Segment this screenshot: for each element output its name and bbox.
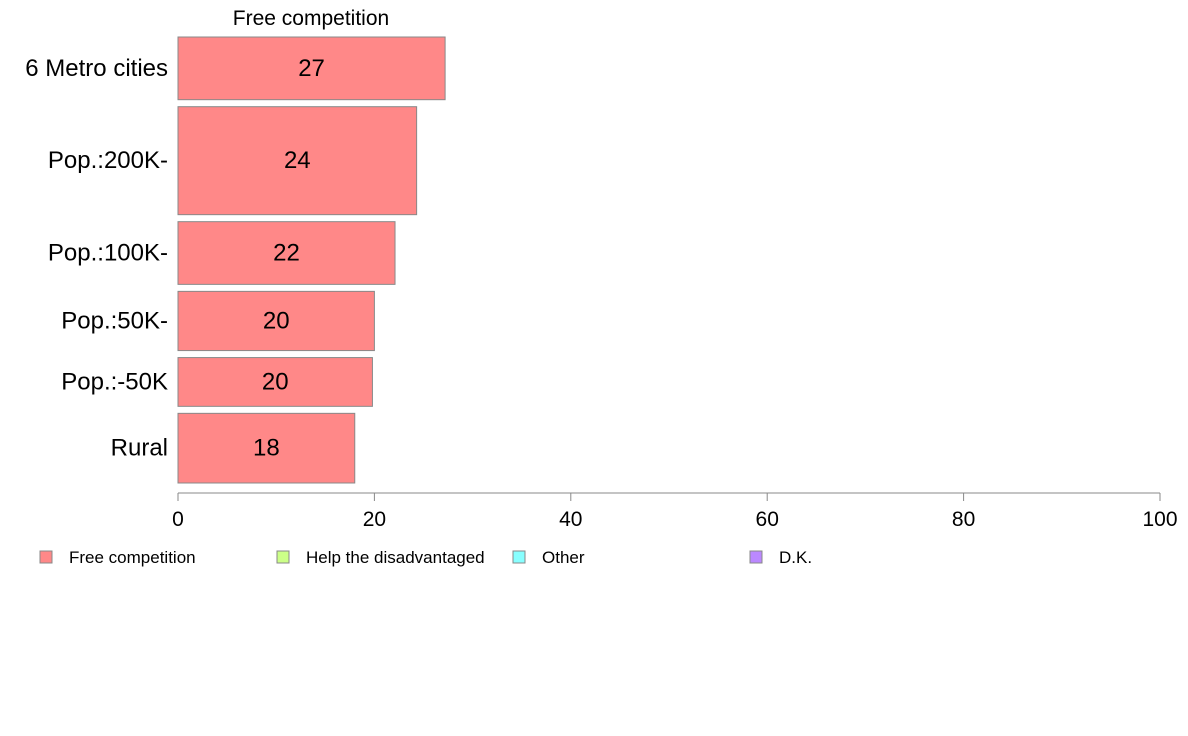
legend-swatch <box>276 550 290 564</box>
legend-swatch <box>39 550 53 564</box>
category-label: Pop.:100K- <box>48 240 168 267</box>
bars: 27 6 Metro cities 24 Pop.:200K- 22 Pop.:100K-… <box>25 36 446 484</box>
legend-swatch <box>749 550 763 564</box>
chart-title: Free competition <box>233 7 389 30</box>
bar-value-label: 24 <box>284 147 311 174</box>
x-tick-label: 20 <box>363 508 386 531</box>
bar-value-label: 18 <box>253 435 280 462</box>
legend-label: Free competition <box>69 548 196 567</box>
category-label: 6 Metro cities <box>25 55 168 82</box>
bar-value-label: 20 <box>262 368 289 395</box>
legend-swatch <box>512 550 526 564</box>
x-tick-label: 100 <box>1142 508 1177 531</box>
bar-value-label: 20 <box>263 307 290 334</box>
category-label: Rural <box>111 435 168 462</box>
x-tick-label: 0 <box>172 508 184 531</box>
bar-value-label: 22 <box>273 240 300 267</box>
x-tick-label: 60 <box>756 508 779 531</box>
category-label: Pop.:50K- <box>61 307 168 334</box>
bar <box>177 106 418 216</box>
x-tick-label: 40 <box>559 508 582 531</box>
bar <box>177 221 396 285</box>
bar <box>177 412 356 484</box>
bar-value-label: 27 <box>298 55 325 82</box>
legend-label: Other <box>542 548 585 567</box>
category-label: Pop.:-50K <box>61 368 168 395</box>
bar <box>177 290 375 352</box>
legend-label: D.K. <box>779 548 812 567</box>
category-label: Pop.:200K- <box>48 147 168 174</box>
x-axis: 0 20 40 60 80 100 <box>172 492 1178 531</box>
legend-label: Help the disadvantaged <box>306 548 485 567</box>
bar <box>177 357 373 407</box>
bar <box>177 36 446 101</box>
x-tick-label: 80 <box>952 508 975 531</box>
legend: Free competition Help the disadvantaged Ot… <box>39 548 812 567</box>
